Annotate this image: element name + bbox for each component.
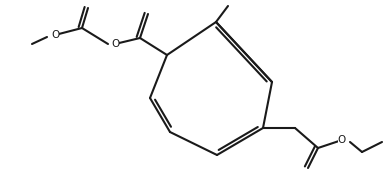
- Text: O: O: [51, 30, 59, 40]
- Text: O: O: [111, 39, 119, 49]
- Text: O: O: [338, 135, 346, 145]
